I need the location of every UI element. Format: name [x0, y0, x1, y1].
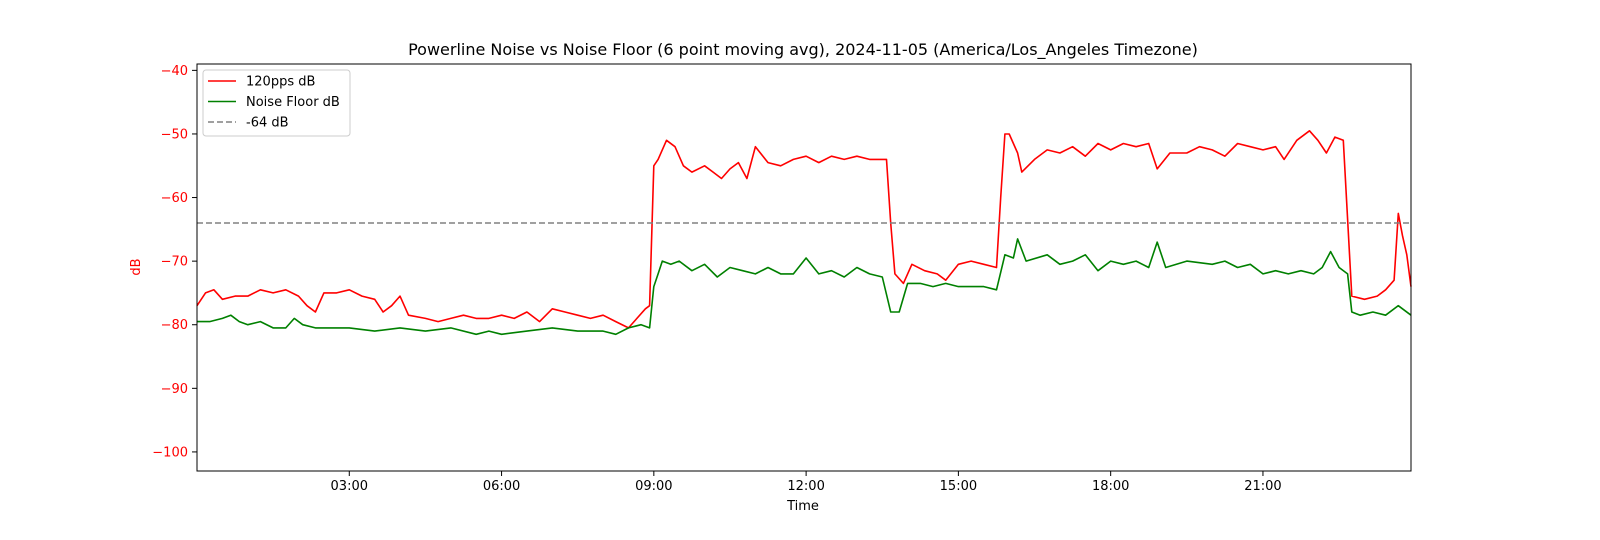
plot-area	[196, 130, 1412, 336]
y-tick-label: −40	[161, 64, 188, 79]
x-tick-label: 21:00	[1244, 479, 1281, 494]
legend-label: Noise Floor dB	[246, 95, 340, 110]
y-tick-label: −80	[161, 318, 188, 333]
series-line-0	[196, 130, 1412, 329]
x-axis: 03:00 06:00 09:00 12:00 15:00 18:00 21:00	[331, 471, 1282, 494]
x-tick-label: 15:00	[940, 479, 977, 494]
y-tick-label: −60	[161, 191, 188, 206]
plot-frame	[196, 63, 1412, 472]
y-tick-label: −50	[161, 127, 188, 142]
y-tick-label: −70	[161, 255, 188, 270]
y-tick-label: −100	[152, 445, 188, 460]
x-axis-label: Time	[786, 499, 819, 514]
y-axis: −40 −50 −60 −70 −80 −90 −100	[152, 64, 197, 460]
legend-label: -64 dB	[246, 116, 289, 131]
chart-title: Powerline Noise vs Noise Floor (6 point …	[408, 40, 1198, 60]
y-tick-label: −90	[161, 382, 188, 397]
y-axis-label: dB	[129, 258, 144, 275]
x-tick-label: 18:00	[1092, 479, 1129, 494]
x-tick-label: 03:00	[331, 479, 368, 494]
x-tick-label: 12:00	[787, 479, 824, 494]
legend: 120pps dB Noise Floor dB -64 dB	[202, 69, 351, 137]
legend-box	[202, 69, 351, 137]
x-tick-label: 06:00	[483, 479, 520, 494]
series-line-1	[197, 238, 1412, 336]
legend-label: 120pps dB	[246, 75, 315, 90]
x-tick-label: 09:00	[635, 479, 672, 494]
